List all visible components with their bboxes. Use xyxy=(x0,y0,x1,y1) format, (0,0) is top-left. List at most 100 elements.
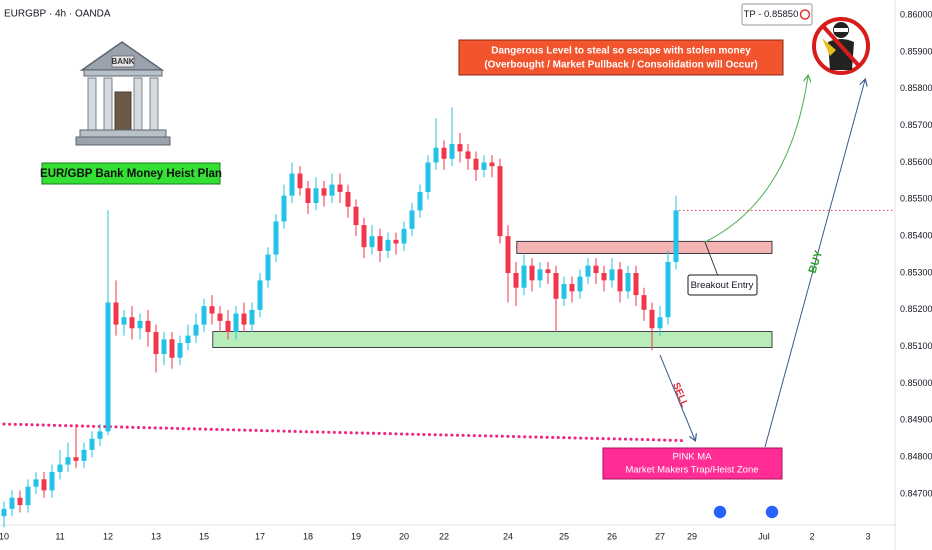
y-tick-label: 0.85700 xyxy=(900,120,932,130)
candle-body xyxy=(569,284,575,292)
x-tick-label: Jul xyxy=(758,531,770,541)
candle-body xyxy=(273,221,279,255)
x-tick-label: 2 xyxy=(809,531,814,541)
tp-icon xyxy=(799,9,811,20)
candle-body xyxy=(337,184,343,192)
candle-body xyxy=(369,236,375,248)
candle-body xyxy=(105,302,111,432)
candle-body xyxy=(249,309,255,325)
event-icon xyxy=(712,504,728,520)
candle-body xyxy=(633,273,639,296)
candle-body xyxy=(673,210,679,262)
sell-arrow xyxy=(659,354,695,440)
plan-label: EUR/GBP Bank Money Heist Plan xyxy=(40,168,222,180)
candle-body xyxy=(41,479,47,491)
candle-body xyxy=(137,320,143,329)
candle-body xyxy=(513,273,519,288)
y-tick-label: 0.85800 xyxy=(900,83,932,93)
x-tick-label: 19 xyxy=(351,531,361,541)
candle-body xyxy=(217,313,223,321)
candle-body xyxy=(233,313,239,332)
y-tick-label: 0.84800 xyxy=(900,452,932,462)
candle-body xyxy=(281,195,287,222)
candle-body xyxy=(537,269,543,281)
y-tick-label: 0.85500 xyxy=(900,194,932,204)
candle-body xyxy=(353,206,359,226)
x-tick-label: 18 xyxy=(303,531,313,541)
trap-zone-label: PINK MA xyxy=(672,452,712,463)
x-tick-label: 22 xyxy=(439,531,449,541)
candle-body xyxy=(129,317,135,329)
candle-body xyxy=(289,173,295,196)
candle-body xyxy=(497,166,503,237)
trap-zone-label: Market Makers Trap/Heist Zone xyxy=(625,465,758,476)
x-tick-label: 12 xyxy=(103,531,113,541)
candle-body xyxy=(489,162,495,167)
candle-body xyxy=(193,324,199,336)
x-tick-label: 3 xyxy=(865,531,870,541)
candle-body xyxy=(1,508,7,517)
candle-body xyxy=(449,144,455,159)
candle-body xyxy=(17,497,23,506)
axes: 0.86000 0.85900 0.85800 0.85700 0.85600 0.855… xyxy=(0,9,932,541)
x-tick-label: 29 xyxy=(687,531,697,541)
candle-body xyxy=(593,265,599,273)
y-tick-label: 0.85600 xyxy=(900,157,932,167)
y-tick-label: 0.85200 xyxy=(900,304,932,314)
candle-body xyxy=(89,438,95,450)
candle-body xyxy=(505,236,511,273)
candle-body xyxy=(553,273,559,299)
svg-text:BANK: BANK xyxy=(111,57,134,66)
x-tick-label: 27 xyxy=(655,531,665,541)
x-tick-label: 17 xyxy=(255,531,265,541)
candle-body xyxy=(577,276,583,292)
thief-icon xyxy=(812,17,870,75)
y-tick-label: 0.85900 xyxy=(900,46,932,56)
candle-body xyxy=(169,339,175,358)
candle-body xyxy=(521,265,527,288)
candle-body xyxy=(153,331,159,355)
warning-box xyxy=(458,39,784,76)
entry-label: Breakout Entry xyxy=(691,280,754,291)
candle-body xyxy=(617,269,623,292)
x-tick-label: 13 xyxy=(151,531,161,541)
candles xyxy=(1,107,895,528)
candle-body xyxy=(649,309,655,329)
candle-body xyxy=(425,162,431,192)
candle-body xyxy=(225,320,231,332)
candle-body xyxy=(609,269,615,281)
x-tick-label: 20 xyxy=(399,531,409,541)
candle-body xyxy=(465,151,471,159)
candle-body xyxy=(49,471,55,491)
candle-body xyxy=(665,261,671,318)
moving-average xyxy=(2,422,686,443)
candle-body xyxy=(321,188,327,196)
candle-body xyxy=(81,449,87,461)
candle-body xyxy=(385,239,391,251)
entry-box xyxy=(687,274,758,296)
y-tick-label: 0.85300 xyxy=(900,267,932,277)
tp-label: TP - 0.85850 xyxy=(744,9,799,20)
candle-body xyxy=(185,335,191,343)
candle-body xyxy=(393,239,399,244)
plan-label-box xyxy=(41,162,221,185)
candle-body xyxy=(65,457,71,465)
candle-body xyxy=(473,158,479,170)
candle-body xyxy=(9,497,15,509)
candle-body xyxy=(177,343,183,358)
candle-body xyxy=(329,184,335,196)
candle-body xyxy=(409,210,415,229)
y-tick-label: 0.86000 xyxy=(900,9,932,19)
candle-body xyxy=(345,191,351,207)
warning-line: Dangerous Level to steal so escape with … xyxy=(491,46,751,57)
candle-body xyxy=(561,284,567,299)
candle-body xyxy=(313,188,319,203)
candle-body xyxy=(25,486,31,506)
candle-body xyxy=(297,173,303,189)
candle-body xyxy=(441,147,447,159)
price-zone xyxy=(212,331,773,348)
candle-body xyxy=(481,162,487,170)
candle-body xyxy=(209,306,215,314)
candle-body xyxy=(145,320,151,332)
event-icon xyxy=(764,504,780,520)
